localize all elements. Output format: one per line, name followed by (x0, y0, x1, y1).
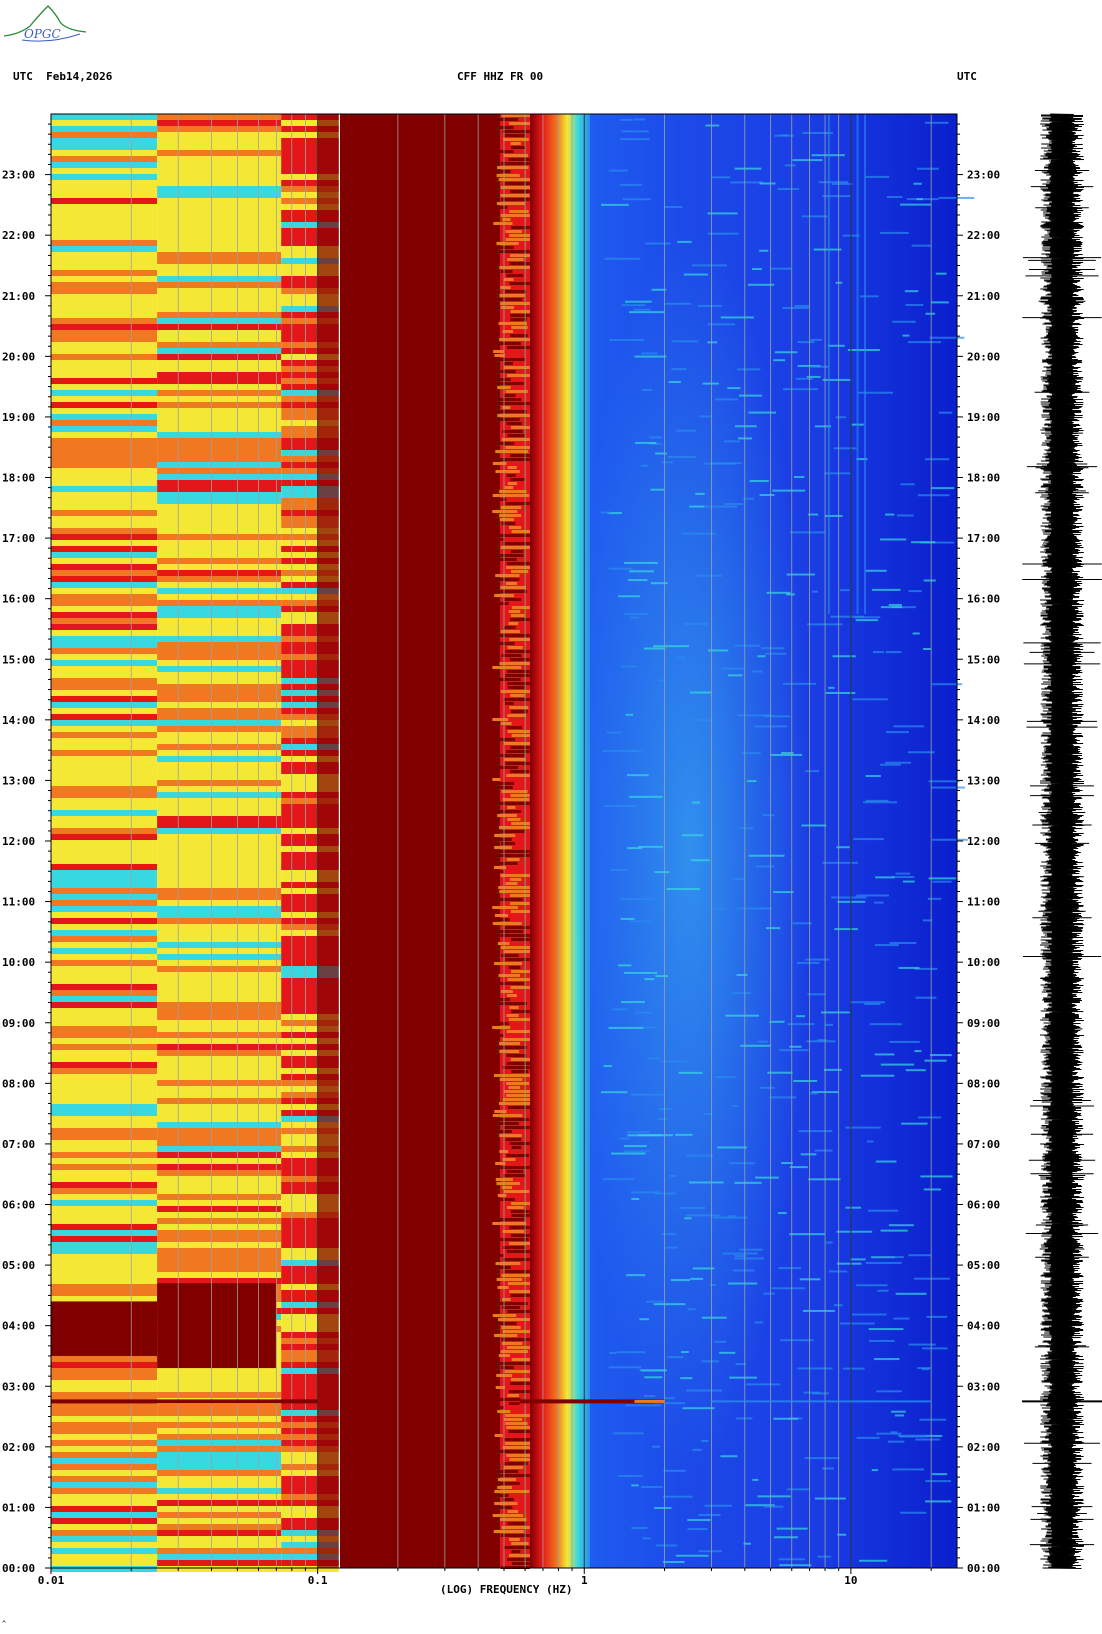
y-tick-label-left: 20:00 (2, 350, 35, 363)
y-tick-label-right: 04:00 (967, 1320, 1000, 1333)
x-tick-label: 10 (844, 1574, 857, 1587)
x-axis: 0.01 0.1 1 10 (38, 1568, 932, 1587)
y-tick-label-left: 08:00 (2, 1077, 35, 1090)
y-tick-label-left: 17:00 (2, 532, 35, 545)
y-tick-label-right: 07:00 (967, 1138, 1000, 1151)
y-tick-label-right: 16:00 (967, 593, 1000, 606)
saturated-band (340, 114, 500, 1568)
frequency-gridlines (130, 114, 932, 1568)
y-tick-label-left: 10:00 (2, 956, 35, 969)
opgc-logo: OPGC (3, 5, 87, 42)
y-tick-label-right: 06:00 (967, 1199, 1000, 1212)
y-tick-label-left: 05:00 (2, 1259, 35, 1272)
header-left: UTC Feb14,2026 (13, 70, 113, 83)
y-tick-label-right: 23:00 (967, 169, 1000, 182)
y-tick-label-right: 14:00 (967, 714, 1000, 727)
event-lines (51, 1399, 932, 1404)
y-tick-label-left: 14:00 (2, 714, 35, 727)
x-tick-label: 0.1 (308, 1574, 328, 1587)
y-tick-label-left: 03:00 (2, 1380, 35, 1393)
low-frequency-band (51, 114, 339, 1572)
event-line-0 (51, 1399, 318, 1404)
y-tick-label-right: 22:00 (967, 229, 1000, 242)
y-tick-label-left: 11:00 (2, 896, 35, 909)
x-tick-label: 0.01 (38, 1574, 65, 1587)
footer-mark: ^ (2, 1620, 7, 1628)
y-tick-label-left: 01:00 (2, 1501, 35, 1514)
y-tick-label-right: 20:00 (967, 350, 1000, 363)
y-tick-label-left: 06:00 (2, 1199, 35, 1212)
x-tick-label: 1 (581, 1574, 588, 1587)
low-band-saturated-block (51, 1301, 158, 1356)
y-tick-label-left: 04:00 (2, 1320, 35, 1333)
high-frequency-streaks (600, 114, 975, 1570)
y-tick-label-right: 00:00 (967, 1562, 1000, 1575)
y-tick-label-right: 17:00 (967, 532, 1000, 545)
seismogram-trace (1022, 113, 1102, 1569)
y-tick-label-right: 12:00 (967, 835, 1000, 848)
noise-glow (570, 230, 810, 1470)
y-tick-label-left: 02:00 (2, 1441, 35, 1454)
y-tick-label-right: 15:00 (967, 653, 1000, 666)
y-tick-label-left: 16:00 (2, 593, 35, 606)
y-tick-label-left: 09:00 (2, 1017, 35, 1030)
y-axis-left: 00:00 01:00 02:00 03:00 04:00 05:00 06:00 07:00… (2, 123, 51, 1575)
spectrogram-plot-area (50, 113, 975, 1572)
y-tick-label-left: 22:00 (2, 229, 35, 242)
y-tick-label-left: 12:00 (2, 835, 35, 848)
x-axis-label: (LOG) FREQUENCY (HZ) (440, 1583, 573, 1596)
y-tick-label-right: 18:00 (967, 472, 1000, 485)
header-right: UTC (957, 70, 977, 83)
y-tick-label-right: 11:00 (967, 896, 1000, 909)
y-tick-label-right: 09:00 (967, 1017, 1000, 1030)
y-tick-label-right: 03:00 (967, 1380, 1000, 1393)
logo-text: OPGC (24, 27, 61, 41)
y-axis-right: 00:00 01:00 02:00 03:00 04:00 05:00 06:00 07:00… (957, 123, 1000, 1575)
y-tick-label-right: 10:00 (967, 956, 1000, 969)
y-tick-label-left: 19:00 (2, 411, 35, 424)
header-center-title: CFF HHZ FR 00 (457, 70, 544, 83)
y-tick-label-right: 21:00 (967, 290, 1000, 303)
y-tick-label-right: 13:00 (967, 774, 1000, 787)
y-tick-label-right: 05:00 (967, 1259, 1000, 1272)
y-tick-label-left: 15:00 (2, 653, 35, 666)
y-tick-label-left: 18:00 (2, 472, 35, 485)
y-tick-label-right: 08:00 (967, 1077, 1000, 1090)
y-tick-label-right: 19:00 (967, 411, 1000, 424)
y-tick-label-left: 07:00 (2, 1138, 35, 1151)
y-tick-label-left: 23:00 (2, 169, 35, 182)
y-tick-label-left: 00:00 (2, 1562, 35, 1575)
y-tick-label-left: 13:00 (2, 774, 35, 787)
y-tick-label-right: 02:00 (967, 1441, 1000, 1454)
y-tick-label-right: 01:00 (967, 1501, 1000, 1514)
y-tick-label-left: 21:00 (2, 290, 35, 303)
